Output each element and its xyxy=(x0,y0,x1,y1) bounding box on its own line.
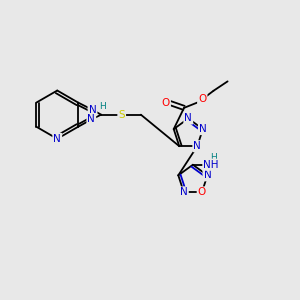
Text: O: O xyxy=(198,188,206,197)
Text: N: N xyxy=(88,115,95,124)
Text: H: H xyxy=(99,102,106,111)
Text: N: N xyxy=(180,188,188,197)
Text: N: N xyxy=(88,105,96,115)
Text: O: O xyxy=(198,94,206,104)
Text: N: N xyxy=(199,124,207,134)
Text: O: O xyxy=(162,98,170,108)
Text: N: N xyxy=(203,170,211,180)
Text: N: N xyxy=(184,113,192,124)
Text: S: S xyxy=(118,110,125,120)
Text: NH: NH xyxy=(203,160,219,170)
Text: N: N xyxy=(53,134,61,144)
Text: N: N xyxy=(194,141,201,151)
Text: H: H xyxy=(210,153,217,162)
